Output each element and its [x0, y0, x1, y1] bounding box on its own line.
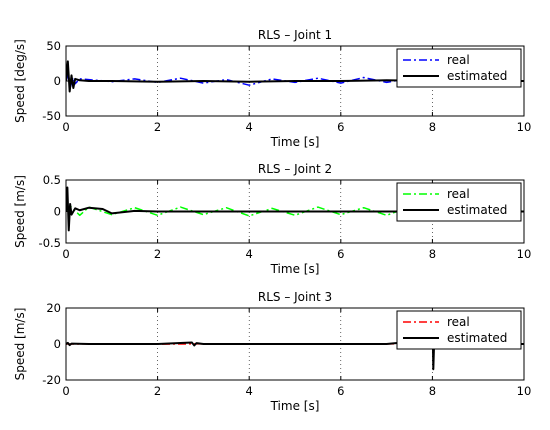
chart-title: RLS – Joint 3 [258, 290, 332, 304]
x-tick-label: 4 [246, 384, 253, 398]
y-tick-label: 0 [54, 205, 61, 219]
y-tick-label: -20 [42, 373, 61, 387]
x-tick-label: 2 [154, 247, 161, 261]
x-tick-label: 8 [429, 384, 436, 398]
legend-label-estimated: estimated [447, 203, 507, 217]
chart-title: RLS – Joint 2 [258, 162, 332, 176]
x-tick-label: 0 [62, 247, 69, 261]
legend-label-estimated: estimated [447, 69, 507, 83]
y-tick-label: 0.5 [43, 173, 61, 187]
legend: real estimated [396, 48, 522, 88]
x-axis-label: Time [s] [270, 135, 320, 149]
x-tick-label: 6 [337, 120, 344, 134]
x-tick-label: 2 [154, 120, 161, 134]
series-line-estimated [66, 186, 524, 232]
x-tick-label: 0 [62, 120, 69, 134]
legend-label-real: real [447, 187, 470, 201]
x-tick-label: 10 [517, 247, 532, 261]
x-tick-label: 10 [517, 120, 532, 134]
x-axis-label: Time [s] [270, 262, 320, 276]
legend-box [396, 182, 522, 222]
legend-box [396, 48, 522, 88]
x-tick-label: 2 [154, 384, 161, 398]
legend-label-real: real [447, 315, 470, 329]
series-line-estimated [66, 310, 524, 371]
x-tick-label: 6 [337, 247, 344, 261]
chart-title: RLS – Joint 1 [258, 28, 332, 42]
y-axis-label: Speed [deg/s] [13, 39, 27, 123]
x-tick-label: 4 [246, 120, 253, 134]
x-tick-label: 0 [62, 384, 69, 398]
x-tick-label: 8 [429, 120, 436, 134]
x-tick-label: 8 [429, 247, 436, 261]
legend-box [396, 310, 522, 350]
legend-label-real: real [447, 53, 470, 67]
legend: real estimated [396, 182, 522, 222]
y-tick-label: 20 [46, 301, 61, 315]
legend-label-estimated: estimated [447, 331, 507, 345]
y-tick-label: 0 [54, 337, 61, 351]
y-tick-label: -50 [42, 109, 61, 123]
y-axis-label: Speed [m/s] [13, 175, 27, 248]
y-tick-label: -0.5 [39, 236, 61, 250]
x-tick-label: 6 [337, 384, 344, 398]
y-axis-label: Speed [m/s] [13, 308, 27, 381]
y-tick-label: 0 [54, 74, 61, 88]
y-tick-label: 50 [46, 39, 61, 53]
legend: real estimated [396, 310, 522, 350]
series-line-estimated [66, 60, 524, 93]
x-axis-label: Time [s] [270, 399, 320, 413]
x-tick-label: 10 [517, 384, 532, 398]
x-tick-label: 4 [246, 247, 253, 261]
